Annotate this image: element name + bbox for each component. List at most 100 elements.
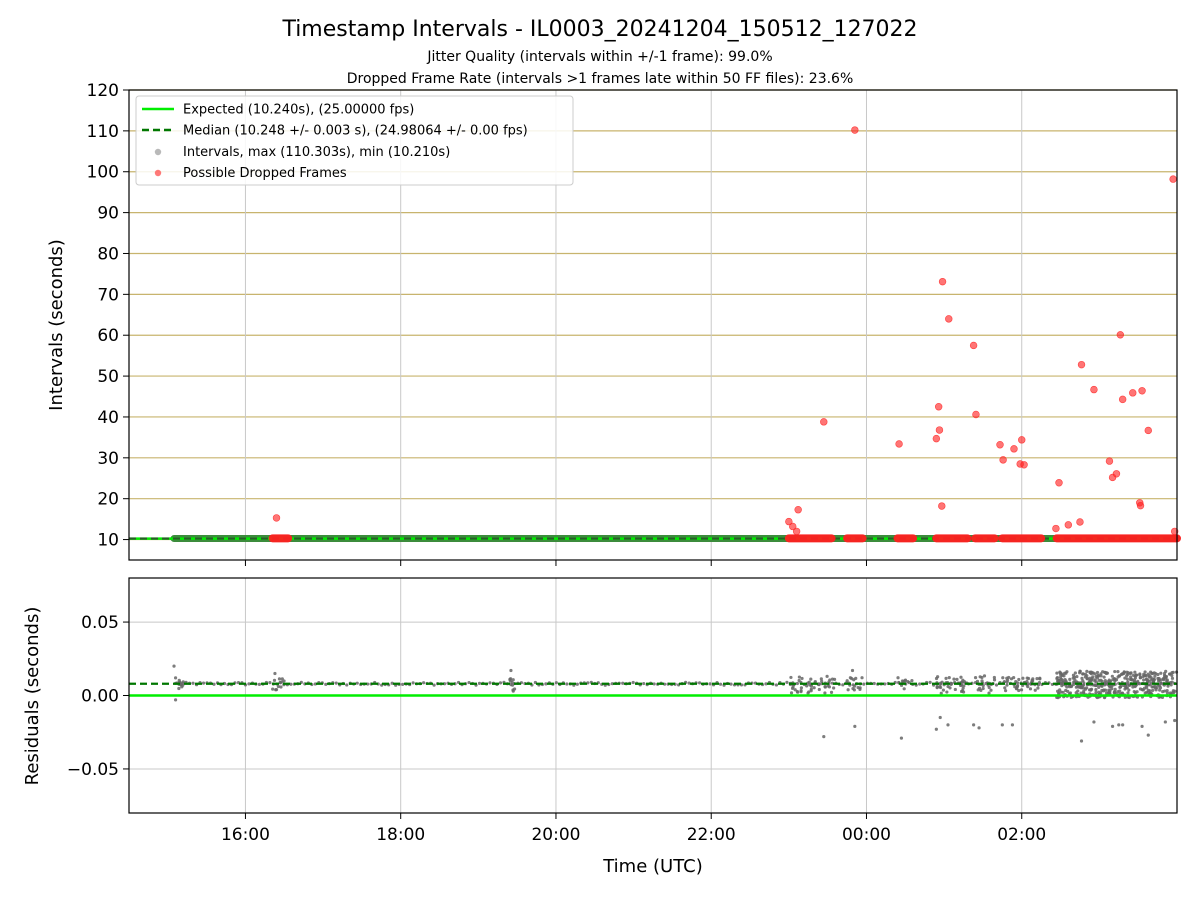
- residual-point: [1080, 685, 1084, 690]
- residual-point: [1120, 691, 1124, 696]
- residual-point: [1075, 674, 1079, 679]
- residual-point: [947, 676, 951, 680]
- residual-point: [280, 677, 284, 681]
- dropped-frame-point: [792, 527, 801, 536]
- residual-point: [1035, 677, 1039, 681]
- residual-point: [1150, 685, 1154, 689]
- residual-point: [825, 674, 829, 678]
- residual-point: [1157, 676, 1161, 681]
- dropped-frame-point: [1169, 175, 1177, 183]
- residual-point: [1125, 677, 1129, 681]
- residual-point: [896, 676, 900, 680]
- residual-point: [510, 680, 514, 685]
- residual-point: [1140, 724, 1144, 728]
- residual-point: [845, 679, 849, 683]
- residual-point: [631, 680, 635, 685]
- residual-point: [785, 680, 789, 684]
- residual-point: [1089, 688, 1093, 692]
- residual-point: [1021, 676, 1025, 680]
- residual-point: [807, 690, 811, 694]
- dropped-frame-point: [935, 426, 944, 434]
- residual-point: [1159, 671, 1163, 675]
- residual-point: [1143, 670, 1147, 674]
- chart-title: Timestamp Intervals - IL0003_20241204_15…: [281, 17, 917, 42]
- residual-point: [477, 681, 482, 685]
- residual-point: [934, 727, 938, 731]
- residual-point: [823, 685, 827, 689]
- residual-point: [1094, 690, 1098, 695]
- dropped-frame-point: [1076, 518, 1084, 526]
- residual-point: [1110, 687, 1114, 691]
- legend-marker-intervals: [154, 148, 162, 156]
- residual-point: [729, 682, 733, 686]
- residual-point: [987, 685, 991, 690]
- dropped-frame-point: [945, 315, 953, 323]
- residual-point: [1102, 696, 1107, 700]
- y-tick-label: 30: [97, 449, 119, 469]
- residual-point: [1113, 677, 1117, 681]
- residual-point: [1017, 688, 1021, 693]
- residual-point: [941, 688, 945, 692]
- residual-point: [1158, 686, 1163, 690]
- residual-point: [177, 686, 181, 691]
- residual-point: [1000, 723, 1004, 727]
- residual-point: [334, 681, 338, 685]
- residual-point: [813, 680, 817, 684]
- residual-point: [961, 686, 965, 690]
- residual-point: [903, 678, 908, 682]
- residual-point: [819, 677, 823, 681]
- residual-point: [1100, 679, 1104, 683]
- legend-entry-expected: Expected (10.240s), (25.00000 fps): [183, 103, 414, 118]
- residual-point: [1093, 672, 1097, 676]
- residual-point: [1003, 686, 1007, 690]
- residual-point: [1036, 686, 1040, 690]
- residual-point: [1147, 675, 1151, 679]
- y-tick-label: 40: [97, 408, 119, 428]
- residual-point: [961, 678, 965, 682]
- y-tick-label: 50: [97, 367, 119, 387]
- residual-point: [1146, 688, 1151, 692]
- residual-point: [1025, 676, 1029, 680]
- residual-point: [1092, 720, 1096, 724]
- residual-point: [950, 681, 954, 686]
- residual-point: [401, 682, 405, 686]
- residual-point: [899, 736, 904, 740]
- residual-point: [1135, 690, 1139, 694]
- residual-point: [1085, 677, 1090, 681]
- residual-point: [959, 675, 963, 679]
- dropped-frame-point: [934, 403, 943, 411]
- y-tick-label: 100: [87, 163, 119, 183]
- residual-point: [952, 677, 956, 681]
- residual-point: [1097, 674, 1101, 678]
- residual-point: [1163, 675, 1167, 679]
- x-axis-label: Time (UTC): [602, 856, 703, 877]
- residual-point: [1080, 676, 1084, 680]
- residual-point: [1078, 669, 1082, 674]
- residual-point: [1134, 673, 1138, 677]
- residual-point: [764, 682, 768, 686]
- residual-point: [832, 686, 836, 690]
- residual-point: [1028, 687, 1033, 691]
- legend-entry-median: Median (10.248 +/- 0.003 s), (24.98064 +…: [183, 124, 528, 139]
- residual-point: [900, 679, 905, 683]
- residual-point: [1153, 674, 1157, 678]
- residual-point: [822, 735, 826, 739]
- dropped-frame-point: [785, 517, 793, 526]
- dropped-frame-point: [1129, 389, 1137, 397]
- residual-point: [432, 683, 436, 687]
- residual-point: [955, 677, 959, 681]
- residual-point: [1015, 686, 1019, 690]
- legend-entry-dropped: Possible Dropped Frames: [183, 166, 347, 181]
- residual-point: [945, 690, 949, 694]
- residual-point: [812, 686, 816, 690]
- residual-point: [1037, 681, 1042, 685]
- residual-point: [796, 690, 800, 694]
- residual-point: [1017, 677, 1021, 682]
- residual-point: [860, 676, 864, 680]
- residual-point: [1151, 688, 1155, 693]
- residual-point: [1164, 669, 1168, 674]
- residual-point: [1065, 670, 1069, 674]
- residual-point: [1166, 684, 1170, 688]
- residual-point: [1005, 678, 1010, 682]
- residual-point: [1159, 681, 1163, 685]
